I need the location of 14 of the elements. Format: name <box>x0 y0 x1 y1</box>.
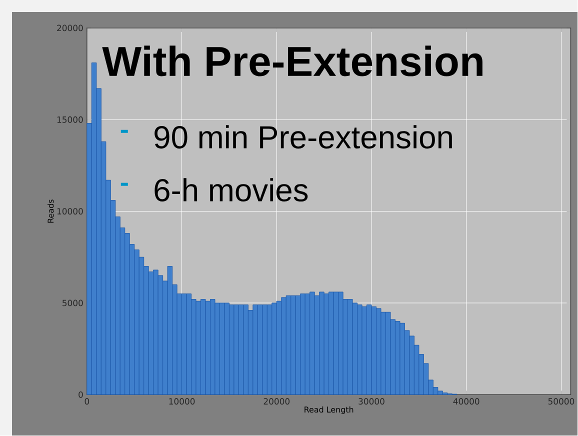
x-tick-label: 0 <box>84 398 90 405</box>
x-tick-label: 40000 <box>453 398 480 405</box>
x-tick-label: 20000 <box>264 398 290 405</box>
x-tick-label: 30000 <box>358 398 384 405</box>
annotation: 6-h movies <box>154 178 308 202</box>
annotation: 90 min Pre-extension <box>154 125 452 149</box>
x-tick-label: 10000 <box>169 398 195 405</box>
y-tick-label: 15000 <box>57 116 83 124</box>
y-tick-label: 0 <box>78 392 83 398</box>
chart-title: With Pre-Extension <box>102 46 482 76</box>
x-tick-label: 50000 <box>548 398 574 405</box>
y-tick-label: 20000 <box>57 24 83 32</box>
y-tick-label: 5000 <box>62 300 83 306</box>
y-tick-label: 10000 <box>57 208 83 215</box>
